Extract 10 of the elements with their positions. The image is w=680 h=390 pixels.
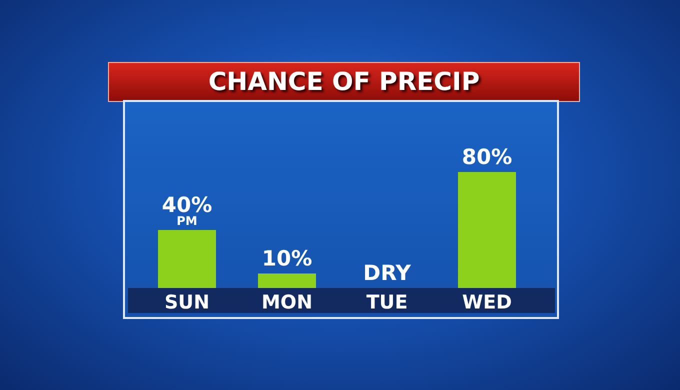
data-label: 10%: [262, 246, 312, 270]
x-tick-label: MON: [262, 292, 312, 314]
x-tick-label: WED: [462, 292, 512, 314]
data-label: DRY: [363, 261, 412, 285]
data-label: 40%: [162, 193, 212, 217]
x-tick-label: TUE: [366, 292, 408, 314]
chart-title: CHANCE OF PRECIP: [108, 62, 580, 102]
annotation: PM: [176, 214, 198, 228]
data-label: 80%: [462, 145, 512, 169]
x-tick-label: SUN: [164, 292, 210, 314]
